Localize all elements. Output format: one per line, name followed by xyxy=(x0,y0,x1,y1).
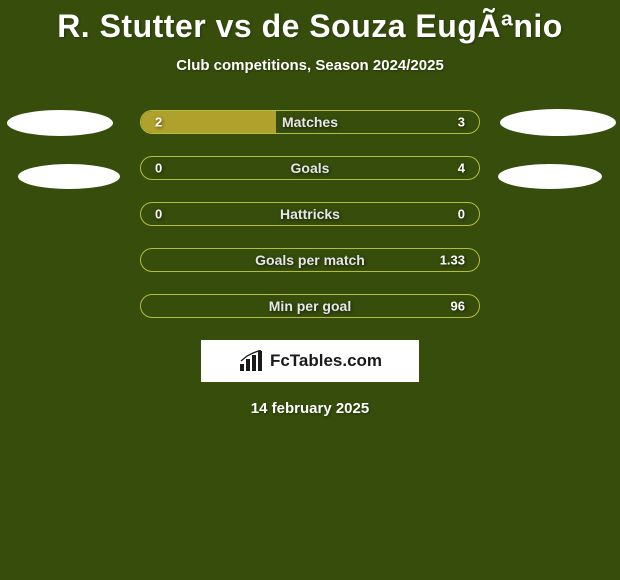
bar-chart-icon xyxy=(238,350,264,372)
bar-matches: 2 Matches 3 xyxy=(140,110,480,134)
bar-goals-per-match: Goals per match 1.33 xyxy=(140,248,480,272)
bar-goals-label: Goals xyxy=(141,160,479,176)
bar-matches-label: Matches xyxy=(141,114,479,130)
logo-text: FcTables.com xyxy=(270,351,382,371)
player-left-badge-2 xyxy=(18,164,120,189)
date-text: 14 february 2025 xyxy=(0,400,620,417)
bar-hattricks: 0 Hattricks 0 xyxy=(140,202,480,226)
bar-hattricks-right-value: 0 xyxy=(458,207,465,222)
bar-min-per-goal: Min per goal 96 xyxy=(140,294,480,318)
bar-matches-right-value: 3 xyxy=(458,115,465,130)
bar-min-per-goal-right-value: 96 xyxy=(451,299,465,314)
page-title: R. Stutter vs de Souza EugÃªnio xyxy=(0,0,620,45)
bar-hattricks-label: Hattricks xyxy=(141,206,479,222)
fctables-logo[interactable]: FcTables.com xyxy=(201,340,419,382)
bar-goals: 0 Goals 4 xyxy=(140,156,480,180)
stat-bars: 2 Matches 3 0 Goals 4 0 Hattricks 0 Goal… xyxy=(140,110,480,318)
player-right-badge-1 xyxy=(500,109,616,136)
bar-goals-per-match-right-value: 1.33 xyxy=(440,253,465,268)
bar-goals-per-match-label: Goals per match xyxy=(141,252,479,268)
bar-min-per-goal-label: Min per goal xyxy=(141,298,479,314)
player-right-badge-2 xyxy=(498,164,602,189)
comparison-content: 2 Matches 3 0 Goals 4 0 Hattricks 0 Goal… xyxy=(0,110,620,417)
bar-goals-right-value: 4 xyxy=(458,161,465,176)
player-left-badge-1 xyxy=(7,110,113,136)
subtitle: Club competitions, Season 2024/2025 xyxy=(0,57,620,74)
